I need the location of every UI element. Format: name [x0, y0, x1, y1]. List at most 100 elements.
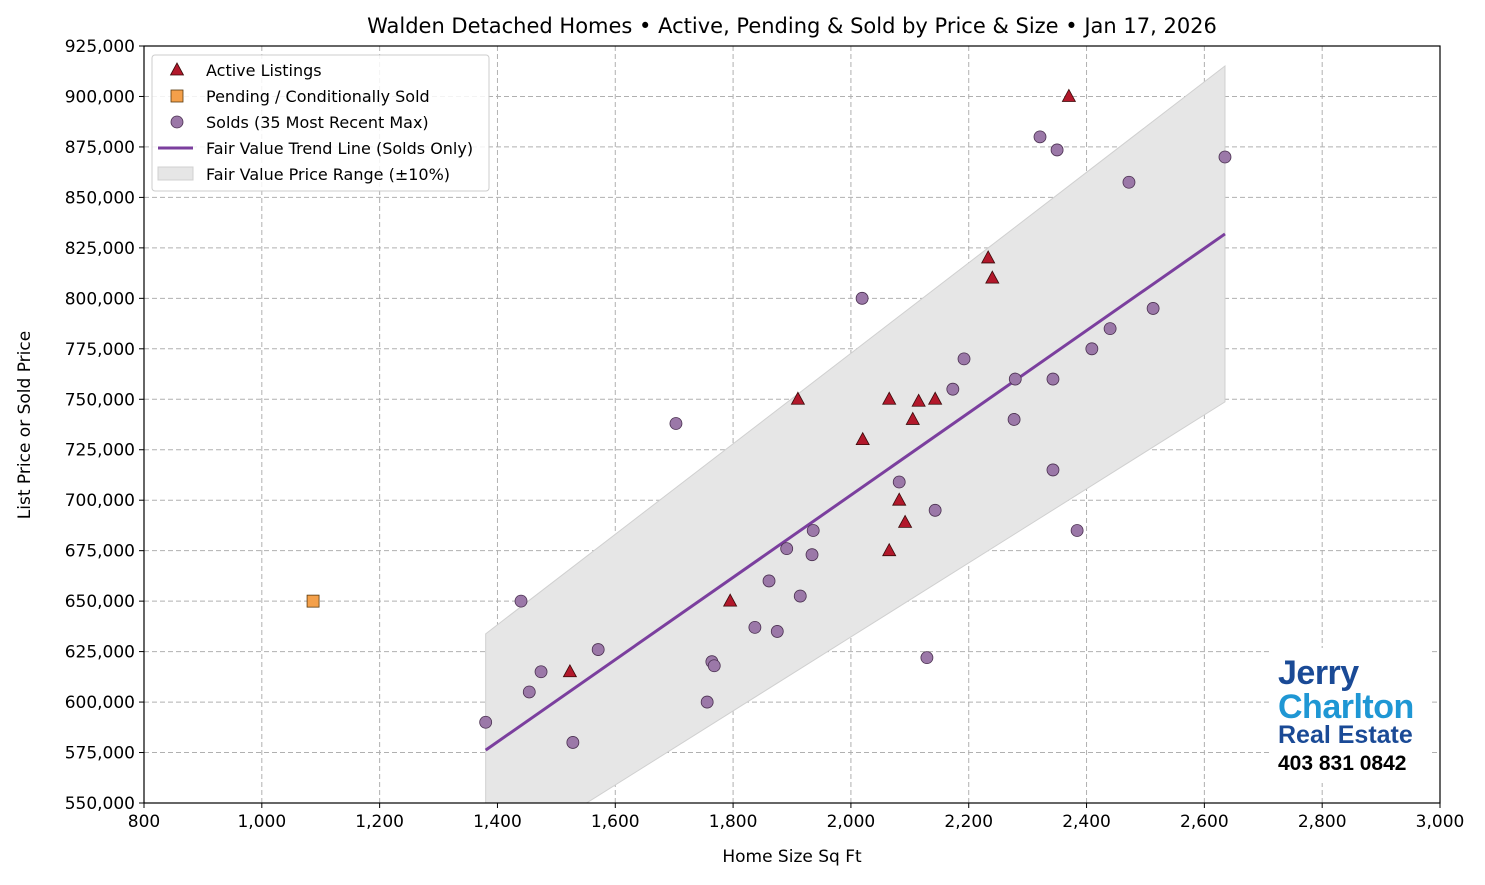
- sold-point: [762, 574, 776, 588]
- x-tick-label: 2,800: [1298, 812, 1347, 832]
- active-listing-point: [892, 492, 907, 506]
- sold-point: [534, 665, 548, 679]
- sold-point: [1085, 342, 1099, 356]
- y-axis-label: List Price or Sold Price: [15, 331, 35, 519]
- x-tick-label: 2,400: [1062, 812, 1111, 832]
- legend-label: Fair Value Price Range (±10%): [206, 165, 450, 184]
- legend-marker: [170, 89, 184, 103]
- x-axis-label: Home Size Sq Ft: [722, 847, 862, 867]
- sold-point: [1007, 413, 1021, 426]
- x-axis: 800 1,000 1,200 1,400 1,600 1,800 2,000 2,200 2,…: [128, 803, 1465, 832]
- logo-last-name: Charlton: [1278, 688, 1414, 726]
- y-tick-label: 700,000: [65, 491, 135, 511]
- legend-label: Pending / Conditionally Sold: [206, 87, 430, 106]
- x-tick-label: 2,200: [944, 812, 993, 832]
- sold-point: [479, 715, 493, 729]
- x-tick-label: 1,000: [237, 812, 286, 832]
- x-tick-label: 1,400: [473, 812, 522, 832]
- legend-marker: [169, 62, 185, 76]
- sold-point: [514, 594, 528, 608]
- sold-point: [805, 548, 819, 562]
- price-range-band-group: [485, 64, 1226, 803]
- y-tick-label: 900,000: [65, 87, 135, 107]
- sold-point: [806, 524, 820, 537]
- sold-point: [1033, 130, 1047, 144]
- sold-point: [1050, 143, 1064, 157]
- logo-phone: 403 831 0842: [1278, 752, 1407, 775]
- x-tick-label: 2,000: [827, 812, 876, 832]
- sold-point: [566, 736, 580, 749]
- sold-point: [780, 542, 794, 556]
- active-listing-point: [980, 250, 996, 264]
- price-range-band: [485, 64, 1226, 803]
- logo-company: Real Estate: [1278, 721, 1413, 749]
- data-points: [306, 88, 1232, 749]
- sold-point: [892, 475, 906, 489]
- active-listing-point: [927, 391, 943, 405]
- legend: Active Listings Pending / Conditionally S…: [151, 54, 490, 192]
- sold-point: [1046, 463, 1060, 477]
- pending-listing-point: [306, 594, 320, 608]
- sold-point: [522, 685, 536, 699]
- active-listing-point: [855, 431, 870, 446]
- sold-point: [748, 620, 762, 634]
- sold-point: [1070, 524, 1084, 537]
- sold-point: [669, 417, 683, 430]
- sold-point: [957, 352, 971, 366]
- legend-band: [157, 166, 194, 181]
- active-listing-point: [722, 593, 738, 607]
- y-tick-label: 725,000: [65, 441, 135, 461]
- legend-label: Active Listings: [206, 61, 322, 80]
- logo-first-name: Jerry: [1278, 654, 1359, 692]
- x-tick-label: 1,800: [709, 812, 758, 832]
- x-tick-label: 2,600: [1180, 812, 1229, 832]
- y-tick-label: 775,000: [65, 340, 135, 360]
- y-axis: 550,000 575,000 600,000 625,000 650,000 675,0…: [65, 37, 144, 814]
- legend-label: Solds (35 Most Recent Max): [206, 113, 429, 132]
- trend-line: [484, 232, 1226, 752]
- trend-line-group: [484, 232, 1226, 752]
- active-listing-point: [911, 393, 926, 407]
- legend-marker: [170, 115, 184, 129]
- brand-logo: Jerry Charlton Real Estate 403 831 0842: [1272, 648, 1432, 783]
- sold-point: [1103, 322, 1117, 336]
- y-tick-label: 625,000: [65, 643, 135, 663]
- active-listing-point: [905, 411, 920, 425]
- sold-point: [1218, 150, 1232, 164]
- sold-point: [928, 503, 942, 517]
- x-tick-label: 1,600: [591, 812, 640, 832]
- x-tick-label: 3,000: [1416, 812, 1465, 832]
- y-tick-label: 925,000: [65, 37, 135, 57]
- active-listing-point: [562, 663, 578, 678]
- sold-point: [707, 659, 721, 673]
- sold-point: [1146, 302, 1160, 315]
- active-listing-point: [882, 542, 897, 557]
- y-tick-label: 800,000: [65, 289, 135, 309]
- y-tick-label: 825,000: [65, 239, 135, 259]
- active-listing-point: [882, 391, 897, 405]
- sold-point: [1046, 372, 1060, 386]
- y-tick-label: 750,000: [65, 390, 135, 410]
- y-tick-label: 575,000: [65, 744, 135, 764]
- sold-point: [855, 291, 869, 305]
- sold-point: [700, 695, 714, 709]
- active-listing-point: [897, 514, 913, 528]
- active-listing-point: [790, 391, 806, 405]
- y-tick-label: 850,000: [65, 188, 135, 208]
- sold-point: [1122, 175, 1136, 189]
- chart-title: Walden Detached Homes • Active, Pending …: [367, 14, 1217, 38]
- y-tick-label: 650,000: [65, 592, 135, 612]
- plot-frame: [143, 45, 1441, 804]
- sold-point: [946, 382, 960, 396]
- sold-point: [1008, 372, 1022, 386]
- active-listing-point: [1061, 88, 1077, 102]
- y-tick-label: 675,000: [65, 542, 135, 562]
- y-tick-label: 600,000: [65, 693, 135, 713]
- sold-point: [770, 625, 784, 638]
- x-tick-label: 1,200: [355, 812, 404, 832]
- x-tick-label: 800: [128, 812, 160, 832]
- y-tick-label: 550,000: [65, 794, 135, 814]
- y-tick-label: 875,000: [65, 138, 135, 158]
